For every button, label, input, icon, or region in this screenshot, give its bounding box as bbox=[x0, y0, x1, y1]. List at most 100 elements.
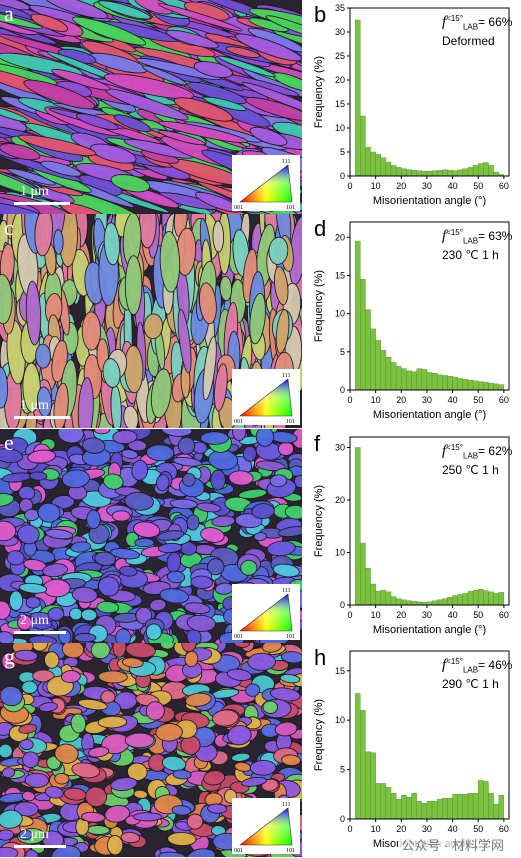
map-panel-letter: a bbox=[4, 1, 14, 26]
histogram-bar bbox=[390, 165, 397, 177]
x-tick-label: 60 bbox=[499, 395, 509, 405]
y-tick-label: 0 bbox=[340, 600, 345, 610]
histogram-bar bbox=[365, 309, 371, 391]
histogram-bar bbox=[483, 382, 489, 391]
ipf-color-key: 111 001 101 bbox=[232, 155, 300, 211]
f-subscript: LAB bbox=[462, 22, 479, 32]
y-tick-label: 5 bbox=[340, 147, 345, 157]
lab-fraction-annotation: f<15°LAB= 66% Deformed bbox=[442, 14, 512, 48]
ebsd-orientation-map: g 2 μm 111 001 101 bbox=[0, 643, 302, 857]
lab-fraction-annotation: f<15°LAB= 62% 250 ℃ 1 h bbox=[442, 443, 512, 477]
histogram-bar bbox=[354, 447, 361, 606]
y-tick-label: 15 bbox=[335, 270, 345, 280]
histogram-bar bbox=[472, 165, 479, 177]
histogram-bar bbox=[370, 151, 376, 177]
histogram-bar bbox=[370, 328, 376, 391]
ipf-color-key: 111 001 101 bbox=[232, 584, 300, 640]
histogram-bar bbox=[385, 591, 392, 606]
chart-panel-letter: f bbox=[314, 431, 321, 456]
histogram-svg: 0 10 20 30 40 50 60 0 5 10 15 20 25 30 35 Misorientatio… bbox=[313, 3, 510, 207]
histogram-bar bbox=[385, 356, 392, 391]
histogram-bar bbox=[411, 170, 417, 177]
f-value: = 46% bbox=[478, 658, 513, 672]
histogram-bar bbox=[406, 600, 412, 606]
f-superscript: <15° bbox=[446, 443, 463, 452]
ipf-label-101: 101 bbox=[286, 205, 295, 211]
histogram-bar bbox=[395, 799, 402, 820]
ebsd-orientation-map: c 1 μm 111 001 101 bbox=[0, 214, 302, 428]
y-tick-label: 10 bbox=[335, 123, 345, 133]
histogram-bar bbox=[354, 240, 361, 391]
histogram-bar bbox=[483, 162, 489, 177]
ipf-label-001: 001 bbox=[234, 419, 243, 425]
y-tick-label: 20 bbox=[335, 232, 345, 242]
histogram-bar bbox=[472, 380, 479, 391]
f-subscript: LAB bbox=[462, 236, 479, 246]
misorientation-histogram: h0102030405060051015Misorientation angle… bbox=[302, 643, 521, 857]
scale-bar bbox=[14, 631, 66, 634]
x-axis-label: Misorientation angle (°) bbox=[373, 624, 486, 636]
histogram-bar bbox=[467, 591, 474, 606]
histogram-bar bbox=[431, 170, 438, 177]
x-tick-label: 0 bbox=[347, 181, 352, 191]
histogram-bar bbox=[390, 362, 397, 391]
y-tick-label: 15 bbox=[335, 99, 345, 109]
misorientation-histogram: f 0 10 20 30 40 50 60 0 10 20 30 Misorientation angl… bbox=[302, 429, 521, 643]
histogram-bar bbox=[370, 752, 376, 820]
histogram-bar bbox=[375, 154, 381, 177]
histogram-bar bbox=[472, 793, 479, 820]
y-axis-label: Frequency (%) bbox=[313, 56, 325, 128]
y-tick-label: 5 bbox=[340, 765, 345, 775]
x-tick-label: 20 bbox=[396, 181, 406, 191]
ipf-label-001: 001 bbox=[234, 848, 243, 854]
y-tick-label: 30 bbox=[335, 443, 345, 453]
histogram-bar bbox=[385, 787, 392, 820]
histogram-bar bbox=[442, 375, 448, 391]
histogram-bar bbox=[447, 170, 453, 177]
lab-fraction-annotation: f<15°LAB= 46% 290 ℃ 1 h bbox=[442, 657, 512, 691]
histogram-svg: 0 10 20 30 40 50 60 0 5 10 15 20 Misorientation angl… bbox=[313, 221, 510, 421]
f-symbol: f bbox=[442, 657, 447, 673]
grain-map-image bbox=[0, 429, 302, 643]
x-tick-label: 60 bbox=[499, 824, 509, 834]
plot-frame bbox=[349, 436, 510, 606]
y-tick-label: 5 bbox=[340, 347, 345, 357]
histogram-bar bbox=[375, 783, 381, 820]
histogram-bar bbox=[360, 542, 366, 606]
histogram-bar bbox=[426, 170, 433, 177]
watermark-text: 公众号 · 材料学网 bbox=[398, 835, 507, 854]
histogram-bar bbox=[416, 368, 423, 391]
x-tick-label: 30 bbox=[422, 181, 432, 191]
histogram-bar bbox=[452, 170, 458, 177]
x-axis-label: Misorientation angle (°) bbox=[373, 409, 486, 421]
histogram-bar bbox=[498, 384, 505, 391]
histogram-bar bbox=[488, 591, 494, 606]
histogram-bar bbox=[493, 593, 499, 606]
histogram-bar bbox=[452, 595, 458, 606]
lab-fraction-annotation: f<15°LAB= 63% 230 ℃ 1 h bbox=[442, 228, 512, 262]
histogram-bar bbox=[472, 590, 479, 606]
lab-fraction-value: f<15°LAB= 66% bbox=[442, 14, 512, 32]
histogram-bar bbox=[493, 803, 499, 820]
histogram-bar bbox=[421, 170, 428, 177]
y-axis-label: Frequency (%) bbox=[313, 485, 325, 557]
histogram-bar bbox=[411, 371, 417, 391]
y-axis-label: Frequency (%) bbox=[313, 699, 325, 771]
f-value: = 63% bbox=[478, 229, 513, 243]
map-panel-letter: g bbox=[4, 644, 15, 669]
histogram-bar bbox=[457, 378, 464, 391]
histogram-bar bbox=[421, 369, 428, 391]
histogram-bar bbox=[493, 171, 499, 177]
figure-row-cd: c 1 μm 111 001 101 d 0 10 20 30 40 50 60 0 5 10 15 20 Miso… bbox=[0, 214, 521, 428]
scale-bar-label: 2 μm bbox=[20, 827, 49, 842]
f-value: = 62% bbox=[478, 444, 513, 458]
histogram-bar bbox=[365, 568, 371, 606]
histogram-bar bbox=[442, 169, 448, 177]
y-tick-label: 20 bbox=[335, 495, 345, 505]
histogram-bar bbox=[426, 372, 433, 391]
ipf-color-key: 111 001 101 bbox=[232, 369, 300, 425]
histogram-bar bbox=[395, 598, 402, 606]
x-tick-label: 20 bbox=[396, 395, 406, 405]
histogram-bar bbox=[447, 798, 453, 820]
histogram-bar bbox=[411, 601, 417, 606]
